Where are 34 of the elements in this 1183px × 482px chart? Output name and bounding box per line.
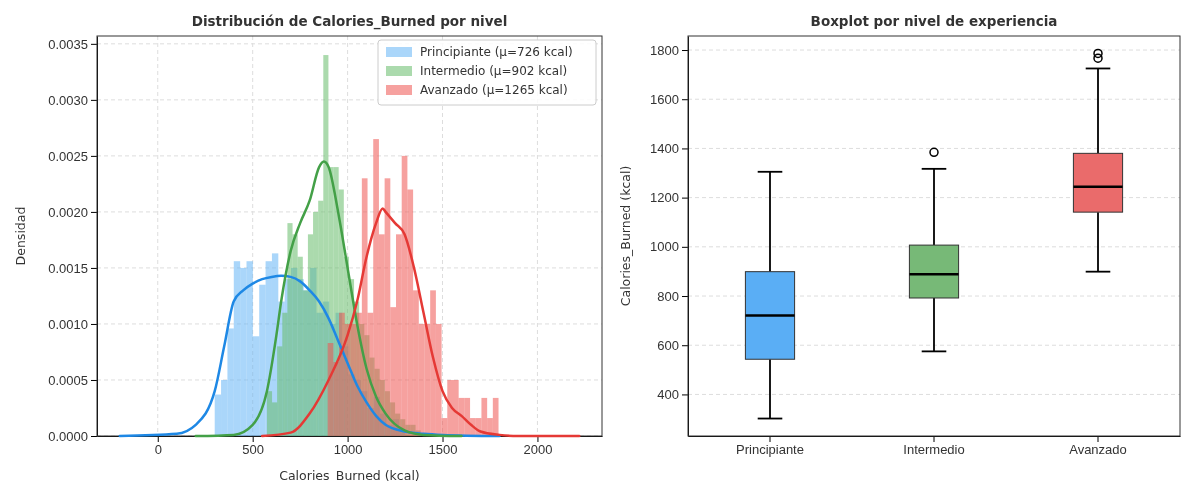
y-tick-label: 0.0000 bbox=[48, 428, 88, 444]
x-tick-label: 500 bbox=[242, 442, 265, 458]
line-series bbox=[194, 160, 463, 438]
y-tick-label: 600 bbox=[657, 337, 679, 353]
x-tick-label: Principiante bbox=[736, 442, 804, 458]
line-series bbox=[260, 207, 581, 438]
x-tick-label: 1500 bbox=[428, 442, 458, 458]
x-tick-label: 1000 bbox=[333, 442, 363, 458]
y-tick-label: 0.0010 bbox=[48, 316, 88, 332]
legend-label: Intermedio (μ=902 kcal) bbox=[420, 64, 568, 78]
y-tick-label: 1800 bbox=[650, 42, 679, 58]
y-tick-label: 1200 bbox=[650, 190, 679, 206]
x-axis-title: Calories_Burned (kcal) bbox=[279, 468, 420, 482]
x-tick-label: 0 bbox=[154, 442, 162, 458]
y-tick-label: 800 bbox=[657, 288, 679, 304]
x-tick-label: Avanzado bbox=[1069, 442, 1127, 458]
y-tick-label: 400 bbox=[657, 387, 679, 403]
y-tick-label: 0.0035 bbox=[48, 36, 88, 52]
legend-label: Principiante (μ=726 kcal) bbox=[420, 45, 573, 59]
y-tick-label: 0.0020 bbox=[48, 204, 88, 220]
y-tick-label: 0.0030 bbox=[48, 92, 88, 108]
y-tick-label: 1600 bbox=[650, 91, 679, 107]
y-axis-title: Densidad bbox=[13, 206, 28, 266]
y-tick-label: 0.0015 bbox=[48, 260, 88, 276]
legend-label: Avanzado (μ=1265 kcal) bbox=[420, 83, 568, 97]
x-tick-label: Intermedio bbox=[903, 442, 965, 458]
chart-title: Distribución de Calories_Burned por nivel bbox=[191, 13, 508, 30]
x-tick-label: 2000 bbox=[523, 442, 553, 458]
y-tick-label: 0.0005 bbox=[48, 372, 88, 388]
chart-title: Boxplot por nivel de experiencia bbox=[810, 13, 1058, 29]
y-tick-label: 1000 bbox=[650, 239, 679, 255]
y-tick-label: 1400 bbox=[650, 141, 679, 157]
y-axis-title: Calories_Burned (kcal) bbox=[618, 165, 633, 307]
y-tick-label: 0.0025 bbox=[48, 148, 88, 164]
